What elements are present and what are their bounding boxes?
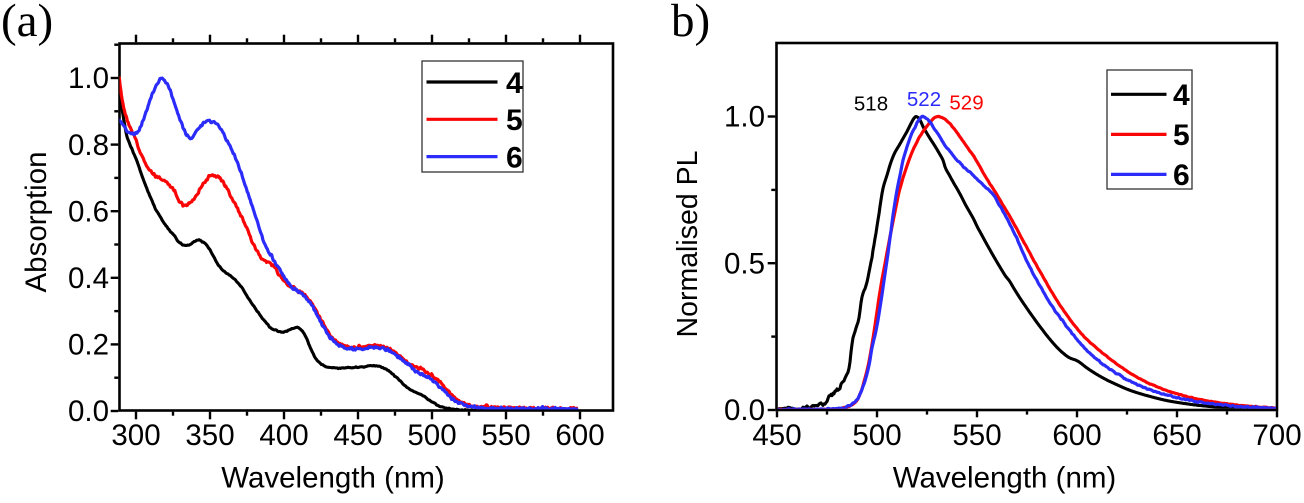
svg-text:400: 400: [259, 419, 308, 452]
svg-text:0.6: 0.6: [68, 195, 109, 228]
svg-text:Wavelength (nm): Wavelength (nm): [893, 462, 1117, 495]
svg-text:522: 522: [907, 88, 941, 111]
svg-text:500: 500: [852, 419, 901, 452]
svg-text:300: 300: [111, 419, 160, 452]
svg-text:0.8: 0.8: [68, 129, 109, 162]
svg-text:b): b): [671, 0, 710, 47]
svg-text:518: 518: [854, 92, 888, 115]
svg-text:550: 550: [952, 419, 1001, 452]
svg-text:6: 6: [1173, 159, 1190, 192]
svg-text:0.0: 0.0: [68, 395, 109, 428]
svg-text:5: 5: [1173, 119, 1190, 152]
svg-text:450: 450: [752, 419, 801, 452]
svg-text:1.0: 1.0: [68, 62, 109, 95]
svg-text:600: 600: [1052, 419, 1101, 452]
svg-text:550: 550: [481, 419, 530, 452]
svg-text:500: 500: [407, 419, 456, 452]
svg-text:600: 600: [555, 419, 604, 452]
svg-text:Normalised PL: Normalised PL: [672, 151, 704, 338]
svg-text:Wavelength (nm): Wavelength (nm): [221, 462, 445, 495]
svg-text:450: 450: [333, 419, 382, 452]
svg-text:6: 6: [506, 141, 523, 174]
svg-text:5: 5: [506, 104, 523, 137]
svg-text:4: 4: [506, 67, 523, 100]
svg-text:0.0: 0.0: [724, 394, 765, 427]
svg-text:700: 700: [1252, 419, 1301, 452]
svg-text:4: 4: [1173, 79, 1190, 112]
svg-text:1.0: 1.0: [724, 101, 765, 134]
svg-text:650: 650: [1152, 419, 1201, 452]
svg-text:0.5: 0.5: [724, 247, 765, 280]
svg-text:529: 529: [949, 92, 983, 115]
svg-text:0.4: 0.4: [68, 262, 109, 295]
svg-text:0.2: 0.2: [68, 329, 109, 362]
svg-text:Absorption: Absorption: [20, 151, 53, 292]
svg-text:(a): (a): [1, 0, 53, 47]
svg-text:350: 350: [185, 419, 234, 452]
